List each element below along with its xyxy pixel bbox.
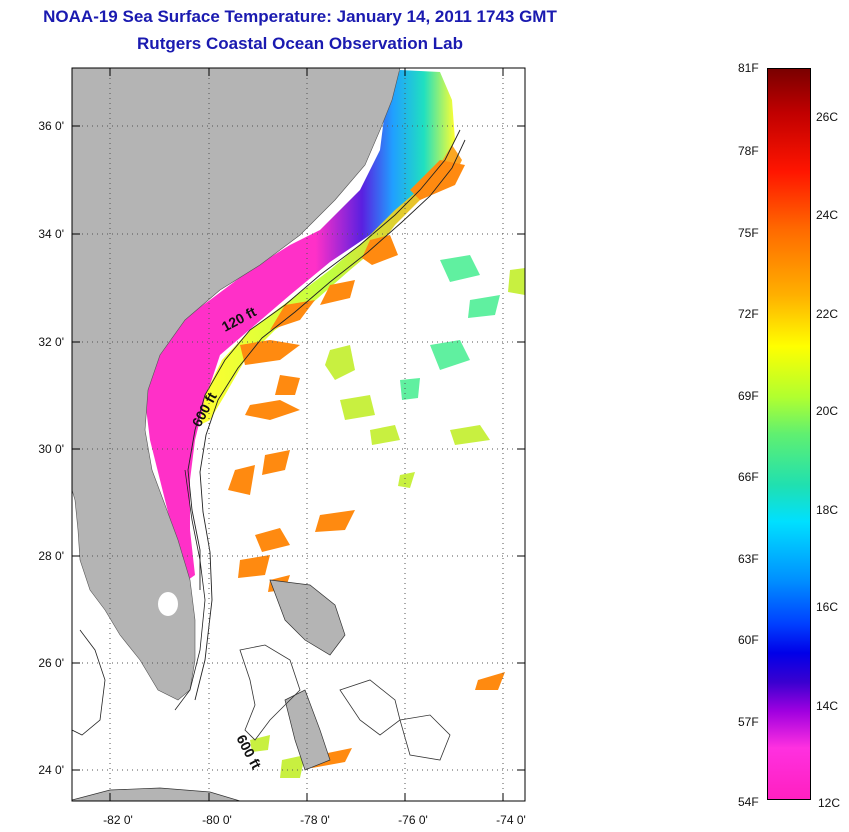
- lake-okeechobee: [158, 592, 178, 616]
- lat-label: 24 0': [38, 763, 64, 777]
- lon-label: -74 0': [496, 813, 526, 827]
- colorbar-f-label: 81F: [738, 61, 759, 75]
- contour-120ft: [187, 129, 461, 590]
- longitude-labels: -82 0' -80 0' -78 0' -76 0' -74 0': [103, 813, 526, 827]
- lat-label: 36 0': [38, 119, 64, 133]
- colorbar-c-label: 24C: [816, 208, 839, 222]
- colorbar-c-label: 16C: [816, 600, 839, 614]
- cuba-coast: [72, 787, 241, 801]
- temperature-colorbar: [767, 68, 811, 800]
- offshore-cool-patches: [400, 255, 500, 400]
- bahamas-outline: [239, 644, 301, 741]
- latitude-labels: 36 0' 34 0' 32 0' 30 0' 28 0' 26 0' 24 0…: [38, 119, 64, 777]
- lat-label: 34 0': [38, 227, 64, 241]
- gulfstream-patches: [228, 160, 505, 768]
- tick-marks: [72, 68, 525, 801]
- contour-600ft: [194, 139, 466, 701]
- colorbar-c-label: 18C: [816, 503, 839, 517]
- lat-label: 32 0': [38, 335, 64, 349]
- contour-florida-inner: [174, 469, 206, 711]
- lat-label: 30 0': [38, 442, 64, 456]
- lon-label: -76 0': [398, 813, 428, 827]
- nearshore-cold-water: [145, 70, 455, 580]
- colorbar-f-label: 54F: [738, 795, 759, 809]
- lat-label: 26 0': [38, 656, 64, 670]
- colorbar-c-label: 12C: [818, 796, 841, 810]
- colorbar-f-label: 78F: [738, 144, 759, 158]
- colorbar-f-label: 57F: [738, 715, 759, 729]
- contour-gulf: [72, 629, 106, 736]
- colorbar-c-label: 22C: [816, 307, 839, 321]
- colorbar-c-label: 26C: [816, 110, 839, 124]
- map-subtitle: Rutgers Coastal Ocean Observation Lab: [137, 34, 463, 53]
- lon-label: -78 0': [300, 813, 330, 827]
- us-mainland: [72, 68, 401, 701]
- colorbar-f-label: 69F: [738, 389, 759, 403]
- map-title: NOAA-19 Sea Surface Temperature: January…: [43, 7, 557, 26]
- bahamas-bank: [284, 689, 331, 771]
- colorbar-f-label: 72F: [738, 307, 759, 321]
- bahamas-bank: [269, 579, 346, 656]
- lon-label: -80 0': [202, 813, 232, 827]
- map-content: 120 ft 600 ft 600 ft: [72, 68, 525, 801]
- colorbar-c-label: 14C: [816, 699, 839, 713]
- graticule: [72, 68, 525, 801]
- lat-label: 28 0': [38, 549, 64, 563]
- map-frame: [71, 67, 526, 802]
- offshore-warm-patches: [250, 268, 525, 778]
- colorbar-f-label: 75F: [738, 226, 759, 240]
- bahamas-outline: [399, 714, 451, 761]
- colorbar-c-label: 20C: [816, 404, 839, 418]
- lon-label: -82 0': [103, 813, 133, 827]
- colorbar-f-label: 63F: [738, 552, 759, 566]
- colorbar-f-label: 66F: [738, 470, 759, 484]
- bahamas-outline: [339, 679, 401, 736]
- colorbar-f-label: 60F: [738, 633, 759, 647]
